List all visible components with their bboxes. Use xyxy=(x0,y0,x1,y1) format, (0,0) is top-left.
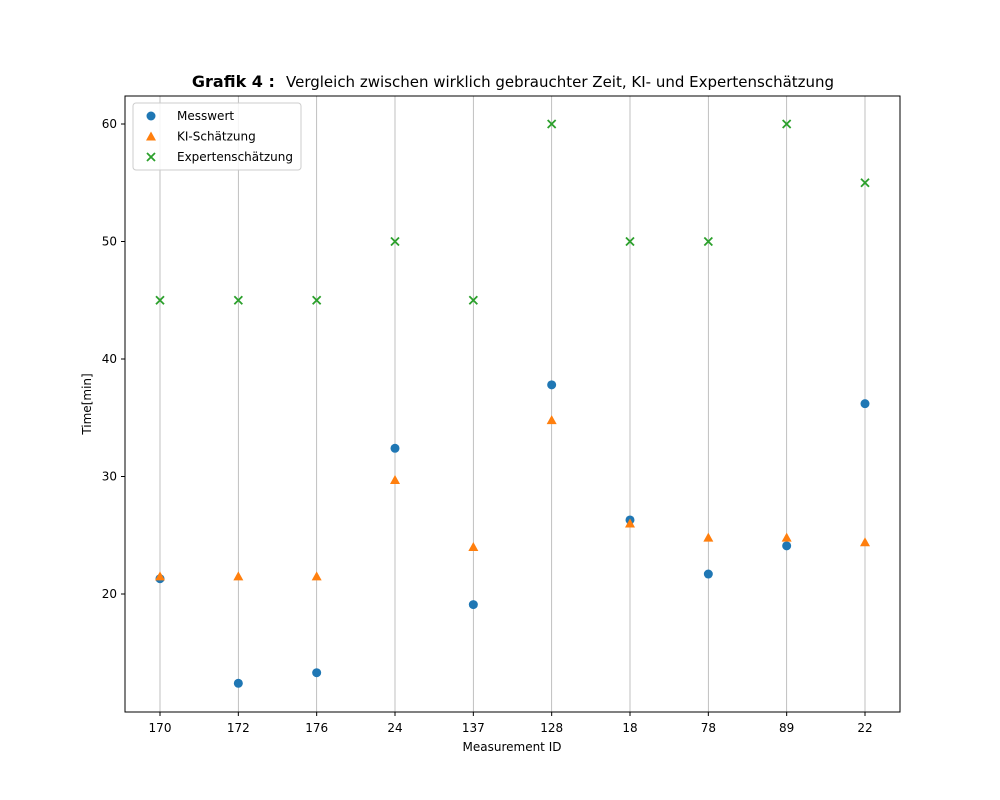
x-tick-label: 176 xyxy=(305,721,328,735)
chart-title: Grafik 4 : Vergleich zwischen wirklich g… xyxy=(192,72,834,91)
legend-marker-triangle xyxy=(146,131,156,141)
marks-layer xyxy=(155,119,870,688)
x-tick-label: 18 xyxy=(622,721,637,735)
point-x xyxy=(860,178,870,188)
legend-label: KI-Schätzung xyxy=(177,130,256,144)
x-tick-label: 24 xyxy=(387,721,402,735)
point-triangle xyxy=(546,415,557,425)
point-triangle xyxy=(860,537,870,547)
y-tick-label: 50 xyxy=(102,235,117,249)
point-triangle xyxy=(390,475,400,485)
point-triangle xyxy=(625,518,635,528)
y-tick-label: 30 xyxy=(102,470,117,484)
chart-title-bold: Grafik 4 : xyxy=(192,72,275,91)
legend-label: Expertenschätzung xyxy=(177,150,293,164)
legend-label: Messwert xyxy=(177,109,234,123)
legend-frame xyxy=(132,102,302,171)
point-triangle xyxy=(468,542,479,551)
legend: Messwert KI-Schätzung Expertenschätzung xyxy=(132,102,302,171)
point-circle xyxy=(703,569,713,579)
point-x xyxy=(782,119,792,129)
point-circle xyxy=(390,443,400,453)
point-circle xyxy=(233,678,243,688)
x-tick-label: 89 xyxy=(779,721,794,735)
grid-layer xyxy=(159,96,866,712)
point-circle xyxy=(782,541,792,551)
point-triangle xyxy=(781,532,792,542)
x-tick-label: 172 xyxy=(227,721,250,735)
point-triangle xyxy=(155,571,165,581)
point-x xyxy=(312,295,322,305)
x-tick-label: 78 xyxy=(701,721,716,735)
y-tick-label: 20 xyxy=(102,587,117,601)
point-circle xyxy=(860,399,870,409)
point-x xyxy=(468,295,478,305)
point-circle xyxy=(468,600,478,610)
point-triangle xyxy=(233,571,244,581)
x-axis-label: Measurement ID xyxy=(463,740,562,754)
legend-marker-circle xyxy=(146,111,156,121)
point-circle xyxy=(547,380,557,390)
x-tick-label: 170 xyxy=(149,721,172,735)
point-x xyxy=(625,236,635,247)
point-circle xyxy=(312,668,322,678)
point-x xyxy=(547,119,557,129)
point-triangle xyxy=(703,532,714,542)
x-tick-label: 128 xyxy=(540,721,563,735)
point-x xyxy=(703,236,713,247)
x-tick-label: 137 xyxy=(462,721,485,735)
chart-title-rest: Vergleich zwischen wirklich gebrauchter … xyxy=(286,73,834,91)
y-tick-label: 60 xyxy=(102,117,117,131)
legend-marker-x xyxy=(146,152,156,162)
point-triangle xyxy=(311,571,322,581)
point-x xyxy=(390,236,400,247)
plot-frame xyxy=(124,95,901,713)
point-x xyxy=(233,295,243,305)
x-tick-label: 22 xyxy=(857,721,872,735)
y-tick-label: 40 xyxy=(102,352,117,366)
point-x xyxy=(155,295,165,305)
y-axis-label: Time[min] xyxy=(80,373,94,435)
ticks-layer: 170 172 176 24 137 128 18 78 89 22 20 30 40 50 60 xyxy=(102,117,873,735)
